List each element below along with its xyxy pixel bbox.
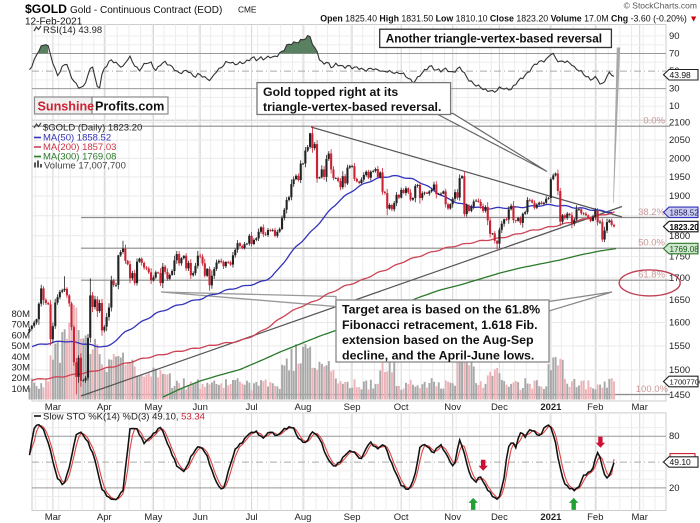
svg-text:2100: 2100 (669, 117, 690, 128)
svg-text:extension based on the Aug-Sep: extension based on the Aug-Sep (342, 333, 534, 347)
svg-text:$GOLD: $GOLD (25, 2, 67, 16)
svg-text:10M: 10M (12, 384, 31, 395)
svg-text:38.2%: 38.2% (638, 207, 665, 218)
svg-text:triangle-vertex-based reversal: triangle-vertex-based reversal. (263, 100, 441, 114)
svg-text:80: 80 (669, 431, 680, 442)
svg-text:2000: 2000 (669, 153, 690, 164)
svg-text:1823.20: 1823.20 (670, 223, 700, 232)
svg-text:2050: 2050 (669, 135, 690, 146)
svg-text:1858.52: 1858.52 (670, 209, 700, 218)
svg-text:$GOLD (Daily) 1823.20: $GOLD (Daily) 1823.20 (43, 123, 142, 134)
svg-text:Volume 17,007,700: Volume 17,007,700 (44, 161, 126, 172)
svg-text:Nov: Nov (444, 402, 461, 413)
svg-text:43.98: 43.98 (670, 70, 692, 80)
svg-text:Jul: Jul (246, 512, 258, 523)
svg-text:Open 1825.40 High 1831.50 Lo: Open 1825.40 High 1831.50 Low 1810.10 Cl… (320, 14, 698, 24)
svg-text:Aug: Aug (295, 402, 312, 413)
svg-text:Mar: Mar (632, 402, 648, 413)
svg-text:49.10: 49.10 (670, 457, 692, 467)
svg-text:Jul: Jul (246, 402, 258, 413)
svg-text:Sunshine: Sunshine (38, 99, 95, 113)
svg-text:70: 70 (669, 49, 680, 60)
svg-text:20: 20 (669, 483, 680, 494)
svg-text:Apr: Apr (97, 512, 112, 523)
svg-text:Sep: Sep (344, 402, 361, 413)
svg-text:1450: 1450 (669, 390, 690, 401)
svg-text:60M: 60M (12, 330, 31, 341)
svg-text:0.0%: 0.0% (643, 116, 665, 127)
svg-text:1650: 1650 (669, 295, 690, 306)
svg-text:Mar: Mar (632, 512, 648, 523)
svg-text:Nov: Nov (444, 512, 461, 523)
svg-text:Apr: Apr (97, 402, 112, 413)
svg-text:1700: 1700 (669, 273, 690, 284)
svg-text:MA(200) 1857.03: MA(200) 1857.03 (43, 142, 116, 153)
svg-text:40M: 40M (12, 352, 31, 363)
svg-text:Profits.com: Profits.com (95, 99, 164, 113)
svg-text:1950: 1950 (669, 172, 690, 183)
svg-text:100.0%: 100.0% (636, 384, 669, 395)
svg-text:Mar: Mar (45, 512, 61, 523)
svg-text:Dec: Dec (491, 512, 508, 523)
svg-text:May: May (144, 512, 162, 523)
svg-text:Jun: Jun (193, 402, 208, 413)
svg-text:Target area is based on the 61: Target area is based on the 61.8% (342, 303, 540, 317)
svg-text:50.0%: 50.0% (638, 238, 665, 249)
svg-text:20M: 20M (12, 373, 31, 384)
svg-text:Aug: Aug (295, 512, 312, 523)
svg-text:50M: 50M (12, 341, 31, 352)
svg-text:Fibonacci retracement, 1.618 F: Fibonacci retracement, 1.618 Fib. (342, 318, 538, 332)
svg-text:Gold - Continuous Contract (EO: Gold - Continuous Contract (EOD) (70, 5, 222, 16)
svg-text:decline, and the April-June lo: decline, and the April-June lows. (342, 348, 534, 362)
svg-text:MA(50) 1858.52: MA(50) 1858.52 (43, 133, 111, 144)
svg-text:Oct: Oct (394, 402, 409, 413)
svg-text:RSI(14) 43.98: RSI(14) 43.98 (43, 25, 102, 36)
svg-text:Slow STO %K(14) %D(3) 49.10, 5: Slow STO %K(14) %D(3) 49.10, 53.34 (43, 412, 205, 423)
svg-text:Feb: Feb (587, 512, 603, 523)
svg-text:2021: 2021 (540, 402, 562, 413)
svg-text:80M: 80M (12, 309, 31, 320)
svg-text:Jun: Jun (193, 512, 208, 523)
svg-text:61.8%: 61.8% (638, 270, 665, 281)
svg-text:Sep: Sep (344, 512, 361, 523)
svg-text:1800: 1800 (669, 231, 690, 242)
svg-text:Mar: Mar (45, 402, 61, 413)
svg-text:Feb: Feb (587, 402, 603, 413)
svg-text:1500: 1500 (669, 365, 690, 376)
svg-text:30M: 30M (12, 363, 31, 374)
svg-text:CME: CME (238, 5, 257, 15)
svg-text:Another triangle-vertex-based: Another triangle-vertex-based reversal (386, 32, 602, 46)
svg-text:10: 10 (669, 101, 680, 112)
svg-text:1600: 1600 (669, 318, 690, 329)
svg-text:1769.08: 1769.08 (670, 245, 700, 254)
svg-text:Oct: Oct (394, 512, 409, 523)
svg-text:90: 90 (669, 31, 680, 42)
svg-text:1550: 1550 (669, 341, 690, 352)
svg-text:12-Feb-2021: 12-Feb-2021 (25, 17, 83, 28)
svg-text:© StockCharts.com: © StockCharts.com (624, 1, 697, 11)
svg-text:May: May (144, 402, 162, 413)
svg-text:Gold topped right at its: Gold topped right at its (263, 85, 398, 99)
svg-text:17007700: 17007700 (670, 378, 700, 387)
svg-text:1900: 1900 (669, 191, 690, 202)
svg-text:30: 30 (669, 84, 680, 95)
svg-text:Dec: Dec (491, 402, 508, 413)
svg-text:2021: 2021 (540, 512, 562, 523)
svg-text:1750: 1750 (669, 252, 690, 263)
svg-text:70M: 70M (12, 320, 31, 331)
svg-text:MA(300) 1769.08: MA(300) 1769.08 (43, 152, 116, 163)
